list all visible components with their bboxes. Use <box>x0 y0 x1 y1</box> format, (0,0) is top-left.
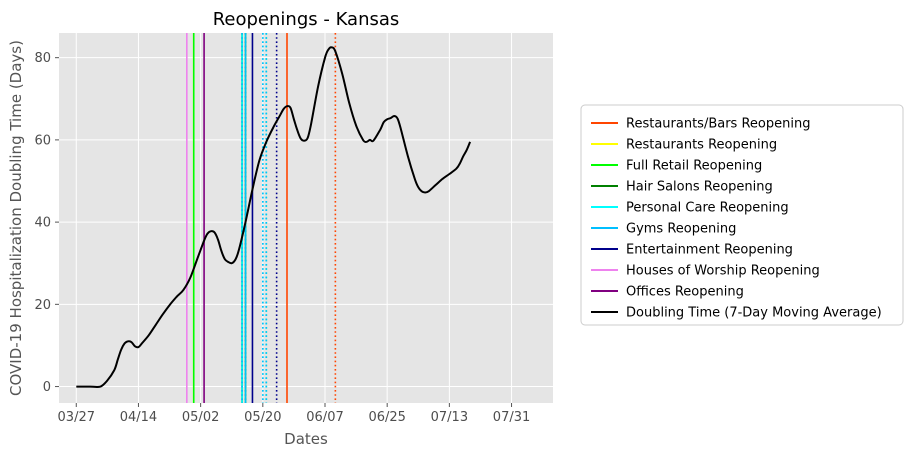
plot-area <box>59 33 553 403</box>
legend: Restaurants/Bars Reopening Restaurants Re… <box>580 104 904 326</box>
y-tick-label-3: 60 <box>34 133 51 148</box>
y-tick-label-0: 0 <box>43 380 51 395</box>
x-tick-label-5: 06/25 <box>368 410 405 425</box>
legend-label-3: Hair Salons Reopening <box>626 180 773 195</box>
legend-label-7: Houses of Worship Reopening <box>626 264 820 279</box>
x-axis-title: Dates <box>284 430 328 448</box>
legend-label-6: Entertainment Reopening <box>626 243 793 258</box>
legend-box <box>580 104 904 326</box>
legend-label-5: Gyms Reopening <box>626 222 736 237</box>
x-tick-label-6: 07/13 <box>431 410 468 425</box>
y-tick-label-4: 80 <box>34 51 51 66</box>
y-tick-label-2: 40 <box>34 216 51 231</box>
chart-title: Reopenings - Kansas <box>213 9 400 30</box>
grid <box>59 33 553 403</box>
x-tick-label-2: 05/02 <box>182 410 219 425</box>
y-axis-ticks: 0 20 40 60 80 <box>34 51 59 395</box>
legend-label-2: Full Retail Reopening <box>626 159 762 174</box>
legend-label-8: Offices Reopening <box>626 285 744 300</box>
legend-label-0: Restaurants/Bars Reopening <box>626 117 810 132</box>
y-axis-title: COVID-19 Hospitalization Doubling Time (… <box>7 40 25 396</box>
y-tick-label-1: 20 <box>34 298 51 313</box>
legend-label-4: Personal Care Reopening <box>626 201 789 216</box>
x-tick-label-4: 06/07 <box>306 410 343 425</box>
x-tick-label-0: 03/27 <box>58 410 95 425</box>
x-axis-ticks: 03/27 04/14 05/02 05/20 06/07 06/25 07/13 07/31 <box>58 403 530 425</box>
reopening-lines <box>186 33 337 403</box>
x-tick-label-1: 04/14 <box>120 410 157 425</box>
legend-label-9: Doubling Time (7-Day Moving Average) <box>626 306 882 321</box>
legend-label-1: Restaurants Reopening <box>626 138 777 153</box>
doubling-time-line <box>76 46 472 389</box>
x-tick-label-3: 05/20 <box>244 410 281 425</box>
x-tick-label-7: 07/31 <box>493 410 530 425</box>
